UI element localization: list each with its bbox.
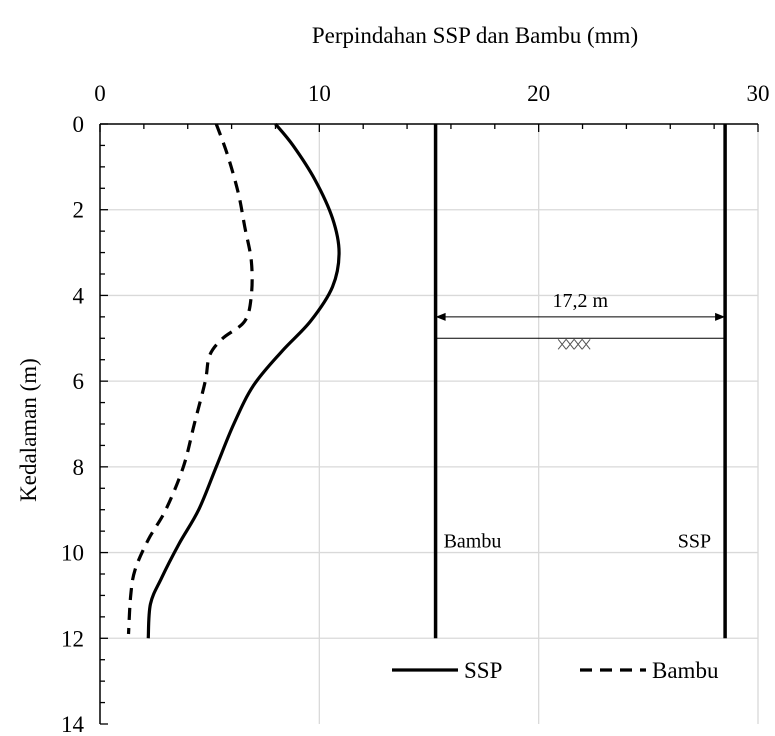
y-tick-label: 10 [61,541,84,566]
axes [99,123,759,725]
y-tick-label: 6 [73,369,85,394]
y-tick-label: 4 [73,283,85,308]
series-bambu-line [126,123,254,635]
tick-labels: 0 10 20 30 0 2 4 6 8 10 12 14 [61,81,770,736]
x-tick-label: 20 [527,81,550,106]
grid [100,124,759,724]
y-tick-label: 0 [73,112,85,137]
y-axis-title: Kedalaman (m) [16,358,41,502]
x-tick-label: 0 [94,81,106,106]
series-ssp-line [146,122,341,639]
y-tick-label: 12 [61,626,84,651]
dimension-arrow-left [435,312,446,321]
x-axis-title: Perpindahan SSP dan Bambu (mm) [312,23,638,48]
y-tick-label: 8 [73,455,85,480]
series [126,122,341,639]
legend: SSP Bambu [392,658,719,683]
y-tick-label: 14 [61,712,85,736]
x-tick-label: 30 [747,81,770,106]
annotations: Bambu SSP 17,2 m [433,124,727,639]
ground-hatch-symbol [557,338,591,350]
legend-label-ssp: SSP [464,658,502,683]
wall-bambu-label: Bambu [444,531,502,553]
y-tick-label: 2 [73,198,85,223]
dimension-label: 17,2 m [553,290,609,312]
dimension-arrow-right [715,312,726,321]
x-tick-label: 10 [308,81,331,106]
wall-ssp-label: SSP [678,531,711,553]
legend-label-bambu: Bambu [652,658,719,683]
